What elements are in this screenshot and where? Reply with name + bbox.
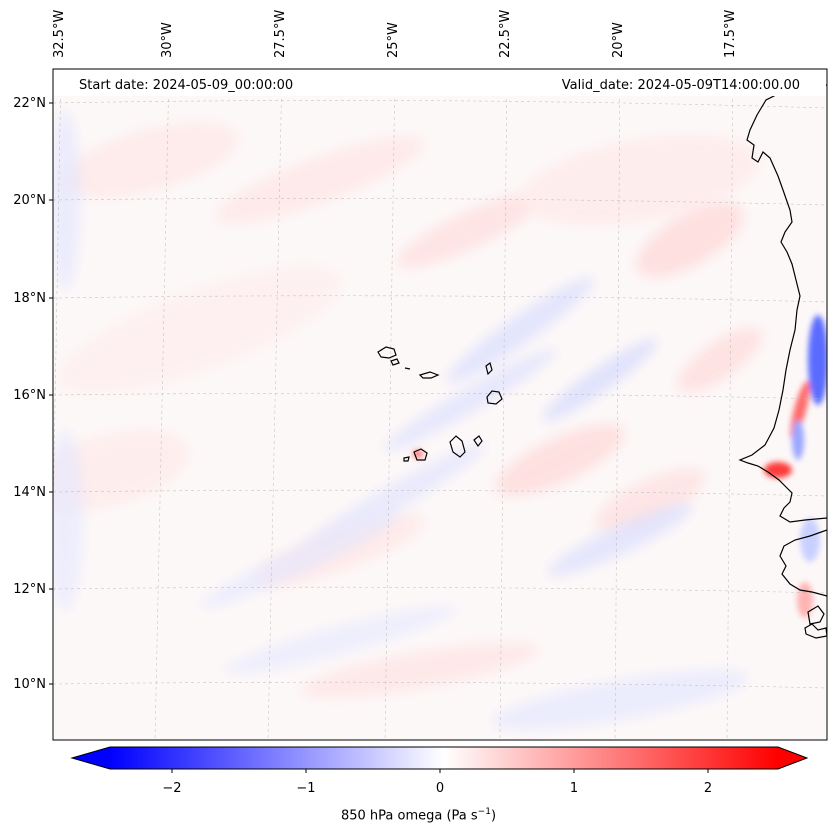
lat-label: 20°N xyxy=(13,193,46,208)
header-band xyxy=(54,70,826,96)
lon-label: 22.5°W xyxy=(498,9,513,58)
lon-label: 20°W xyxy=(611,22,626,58)
omega-field xyxy=(53,69,827,740)
map-frame xyxy=(52,68,828,741)
lat-label: 10°N xyxy=(13,677,46,692)
colorbar-tick-label: 1 xyxy=(569,781,579,796)
lat-label: 16°N xyxy=(13,388,46,403)
lat-label: 18°N xyxy=(13,291,46,306)
colorbar xyxy=(70,746,809,773)
colorbar-tick-label: −2 xyxy=(162,781,182,796)
lon-label: 17.5°W xyxy=(723,9,738,58)
lon-label: 30°W xyxy=(160,22,175,58)
cape-verde-islands xyxy=(377,346,503,462)
lon-label: 32.5°W xyxy=(52,9,67,58)
lat-label: 22°N xyxy=(13,96,46,111)
graticule xyxy=(53,69,827,740)
colorbar-tick-label: 2 xyxy=(703,781,713,796)
lon-label: 25°W xyxy=(386,22,401,58)
colorbar-tick-label: 0 xyxy=(435,781,445,796)
colorbar-label: 850 hPa omega (Pa s−1) xyxy=(340,807,497,824)
valid-date-label: Valid_date: 2024-05-09T14:00:00.00 xyxy=(561,78,800,93)
lon-label: 27.5°W xyxy=(273,9,288,58)
lat-label: 12°N xyxy=(13,582,46,597)
colorbar-tick-label: −1 xyxy=(296,781,316,796)
lat-label: 14°N xyxy=(13,485,46,500)
start-date-label: Start date: 2024-05-09_00:00:00 xyxy=(79,78,294,93)
